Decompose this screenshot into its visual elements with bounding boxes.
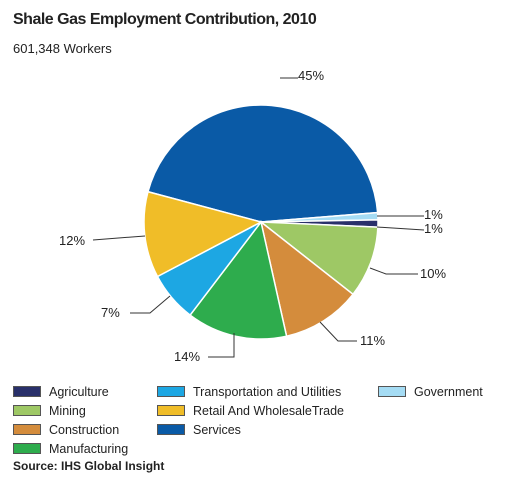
legend-item-services: Services bbox=[157, 422, 241, 438]
pie-slice-mining bbox=[258, 221, 379, 296]
legend-item-agriculture: Agriculture bbox=[13, 384, 109, 400]
data-label: 45% bbox=[298, 68, 324, 83]
leader-line bbox=[319, 321, 357, 342]
data-label: 12% bbox=[59, 233, 85, 248]
chart-title: Shale Gas Employment Contribution, 2010 bbox=[13, 11, 317, 28]
legend-label: Retail And WholesaleTrade bbox=[193, 404, 345, 418]
legend-swatch bbox=[378, 386, 406, 397]
legend-item-government: Government bbox=[378, 384, 483, 400]
legend-item-transportation: Transportation and Utilities bbox=[157, 384, 341, 400]
pie-slice-retail-and-wholesaletrade bbox=[143, 190, 264, 278]
legend-label: Manufacturing bbox=[49, 442, 129, 456]
data-label: 1% bbox=[424, 207, 443, 222]
legend-swatch bbox=[157, 424, 185, 435]
legend-item-manufacturing: Manufacturing bbox=[13, 441, 128, 457]
legend-label: Mining bbox=[49, 404, 86, 418]
legend-swatch bbox=[13, 443, 41, 454]
data-label: 11% bbox=[360, 333, 385, 348]
legend-label: Government bbox=[414, 385, 483, 399]
data-label: 7% bbox=[101, 305, 120, 320]
pie-slice-construction bbox=[259, 220, 355, 338]
leader-line bbox=[130, 295, 171, 314]
legend-label: Services bbox=[193, 423, 241, 437]
data-label: 14% bbox=[174, 349, 200, 364]
legend-label: Transportation and Utilities bbox=[193, 385, 342, 399]
legend-label: Agriculture bbox=[49, 385, 109, 399]
legend-item-retail: Retail And WholesaleTrade bbox=[157, 403, 344, 419]
pie-slice-services bbox=[147, 104, 379, 223]
legend-swatch bbox=[157, 405, 185, 416]
source-note: Source: IHS Global Insight bbox=[13, 459, 165, 473]
legend-swatch bbox=[13, 424, 41, 435]
data-label: 1% bbox=[424, 221, 443, 236]
leader-line bbox=[376, 226, 425, 231]
legend-swatch bbox=[13, 405, 41, 416]
legend-swatch bbox=[157, 386, 185, 397]
leader-line bbox=[369, 267, 418, 275]
legend-item-mining: Mining bbox=[13, 403, 86, 419]
pie-slice-manufacturing bbox=[189, 220, 288, 340]
chart-subtitle: 601,348 Workers bbox=[13, 41, 112, 56]
legend-label: Construction bbox=[49, 423, 120, 437]
leader-line bbox=[92, 235, 146, 241]
leader-line bbox=[208, 333, 235, 358]
data-label: 10% bbox=[420, 266, 446, 281]
legend-item-construction: Construction bbox=[13, 422, 119, 438]
legend-swatch bbox=[13, 386, 41, 397]
